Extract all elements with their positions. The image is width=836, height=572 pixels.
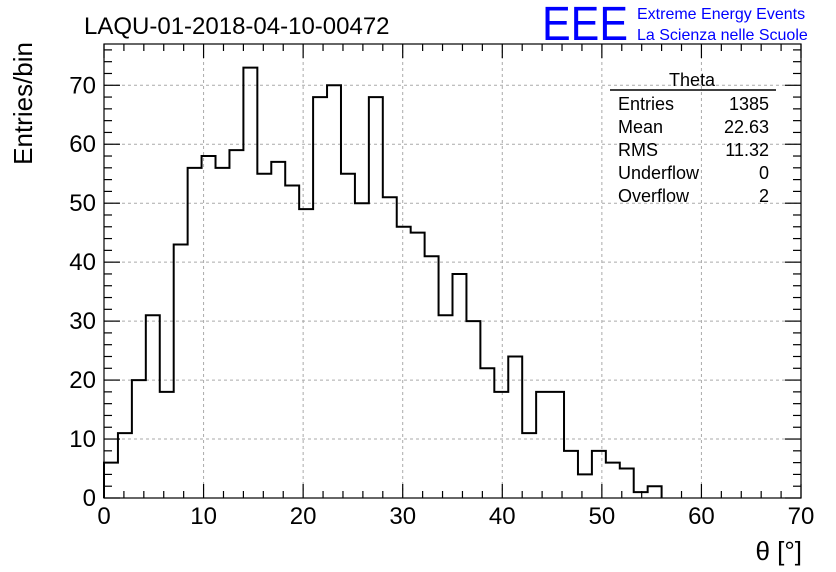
stats-row-value: 2 [759,186,769,206]
stats-row-value: 0 [759,163,769,183]
stats-row-value: 22.63 [724,117,769,137]
stats-row-label: Entries [618,94,674,114]
x-tick-label: 30 [389,503,416,530]
x-axis-label: θ [°] [755,536,802,566]
y-tick-labels: 0 10 20 30 40 50 60 70 [69,72,96,512]
y-tick-label: 70 [69,72,96,99]
x-tick-label: 50 [589,503,616,530]
plot-frame [103,43,802,499]
y-tick-label: 40 [69,249,96,276]
y-tick-label: 60 [69,131,96,158]
stats-box-title: Theta [669,70,716,90]
stats-rows: Entries 1385 Mean 22.63 RMS 11.32 Underflow 0 Ov… [618,94,769,206]
eee-logo-line2: La Scienza nelle Scuole [637,27,808,44]
histogram-series-theta [103,66,663,498]
x-tick-label: 0 [97,503,110,530]
chart-title: LAQU-01-2018-04-10-00472 [84,13,390,40]
eee-logo-text: EEE [542,0,628,51]
y-tick-label: 0 [83,485,96,512]
stats-row-value: 11.32 [725,140,769,160]
eee-logo-line1: Extreme Energy Events [637,6,805,23]
y-axis-label: Entries/bin [8,42,38,165]
x-tick-label: 40 [489,503,516,530]
stats-row-value: 1385 [729,94,769,114]
eee-logo: EEE Extreme Energy Events La Scienza nel… [542,0,808,51]
y-tick-label: 20 [69,367,96,394]
stats-row-label: Underflow [618,163,700,183]
axis-ticks [103,44,802,499]
y-tick-label: 30 [69,308,96,335]
grid-lines [104,44,801,498]
x-tick-label: 70 [788,503,815,530]
x-tick-label: 20 [290,503,317,530]
y-tick-label: 10 [69,426,96,453]
y-tick-label: 50 [69,190,96,217]
stats-row-label: RMS [618,140,658,160]
x-tick-label: 60 [688,503,715,530]
x-tick-label: 10 [190,503,217,530]
stats-row-label: Overflow [618,186,690,206]
stats-row-label: Mean [618,117,663,137]
stats-box: Theta Entries 1385 Mean 22.63 RMS 11.32 Underf… [610,70,776,206]
x-tick-labels: 0 10 20 30 40 50 60 70 [97,503,814,530]
